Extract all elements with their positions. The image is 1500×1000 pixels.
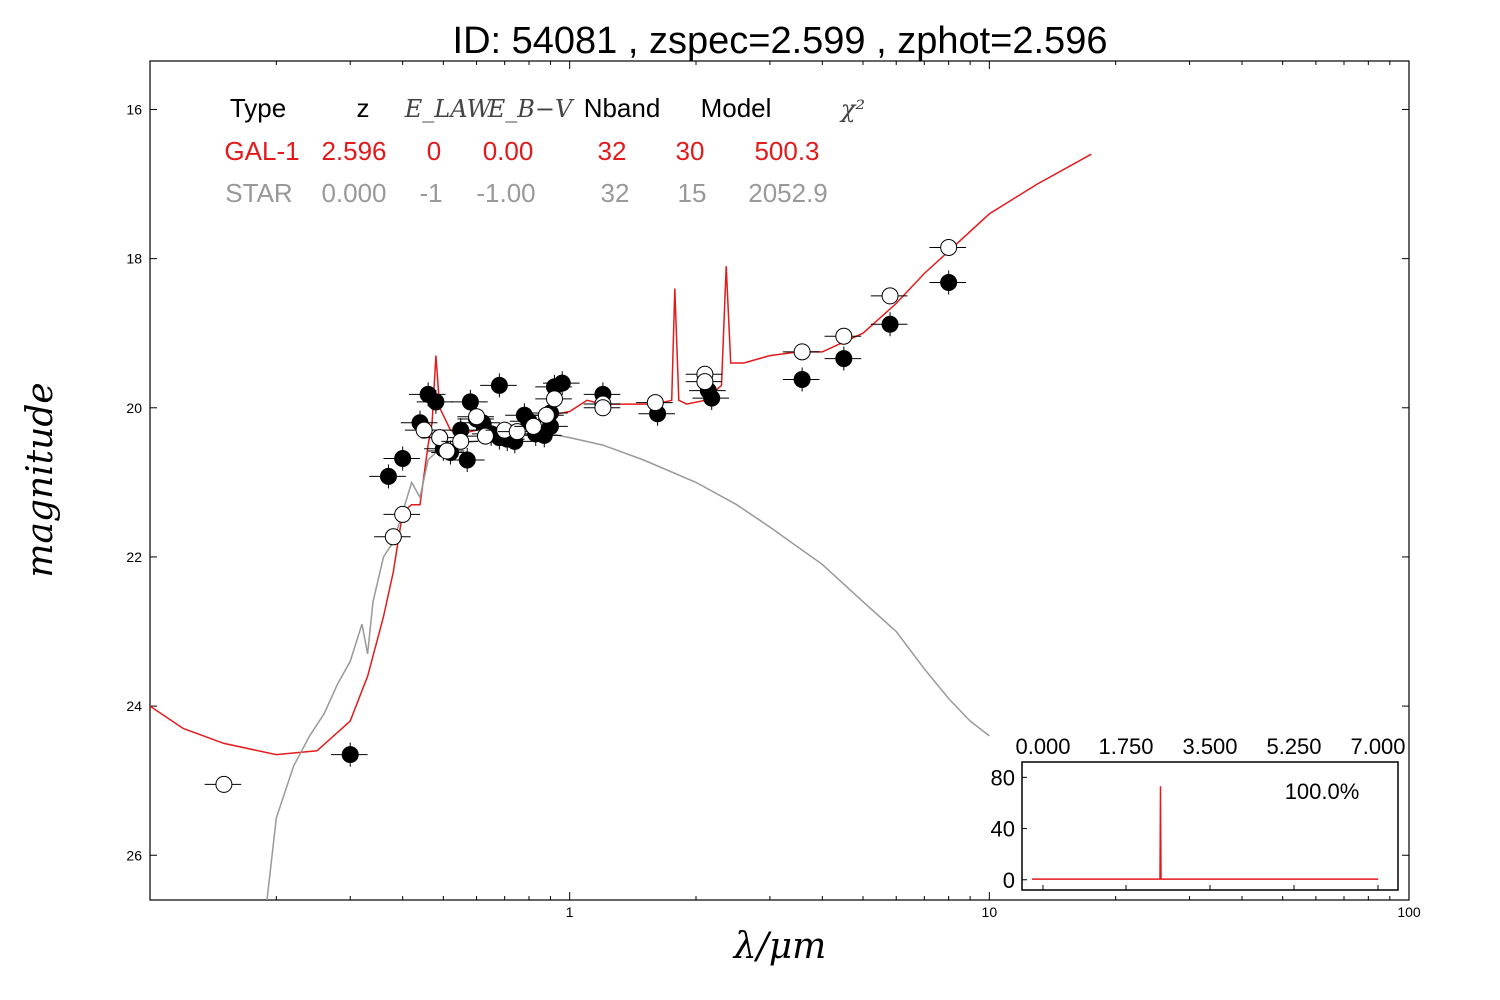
observed-point xyxy=(793,370,811,388)
plot-frame xyxy=(149,60,1410,901)
model-point xyxy=(696,373,714,391)
inset-x-tick-label: 5.250 xyxy=(1266,734,1321,759)
observed-point xyxy=(394,449,412,467)
star-type: STAR xyxy=(225,178,292,208)
y-tick-label: 24 xyxy=(126,698,142,714)
inset-y-tick-label: 80 xyxy=(991,765,1015,790)
header-type: Type xyxy=(230,93,286,123)
x-axis-label: λ/μm xyxy=(732,926,826,967)
x-tick-label: 100 xyxy=(1397,904,1421,920)
model-point xyxy=(545,390,563,408)
model-point xyxy=(835,327,853,345)
observed-point xyxy=(553,374,571,392)
model-point xyxy=(394,505,412,523)
model-point xyxy=(508,423,526,441)
pdz-line xyxy=(1031,786,1379,880)
observed-point xyxy=(940,273,958,291)
gal-z: 2.596 xyxy=(321,136,386,166)
header-elaw: E_LAW xyxy=(404,95,494,123)
x-tick-label: 1 xyxy=(566,904,574,920)
header-model: Model xyxy=(701,93,772,123)
star-model: 15 xyxy=(678,178,707,208)
observed-point xyxy=(379,467,397,485)
inset-x-tick-label: 7.000 xyxy=(1350,734,1405,759)
axis-ticks: 16 18 20 22 24 26 1 10 100 xyxy=(126,61,1421,920)
gal-chi2: 500.3 xyxy=(754,136,819,166)
x-tick-label: 10 xyxy=(982,904,998,920)
model-point xyxy=(881,287,899,305)
inset-ticks: 0.000 1.750 3.500 5.250 7.000 0 40 80 xyxy=(991,734,1406,893)
observed-point xyxy=(881,315,899,333)
model-point xyxy=(452,432,470,450)
pdz-inset: 0.000 1.750 3.500 5.250 7.000 0 40 80 100.0% xyxy=(991,734,1406,893)
star-elaw: -1 xyxy=(419,178,442,208)
observed-point xyxy=(703,389,721,407)
inset-x-tick-label: 3.500 xyxy=(1182,734,1237,759)
model-point xyxy=(537,406,555,424)
star-ebv: -1.00 xyxy=(476,178,535,208)
observed-point xyxy=(835,350,853,368)
header-nband: Nband xyxy=(584,93,661,123)
observed-point xyxy=(427,393,445,411)
model-point xyxy=(438,442,456,460)
model-point xyxy=(594,399,612,417)
y-axis-label: magnitude xyxy=(20,382,61,577)
model-point xyxy=(215,775,233,793)
y-tick-label: 26 xyxy=(126,847,142,863)
gal-elaw: 0 xyxy=(427,136,441,166)
model-point xyxy=(524,417,542,435)
observed-point xyxy=(490,376,508,394)
gal-model: 30 xyxy=(676,136,705,166)
y-tick-label: 16 xyxy=(126,101,142,117)
header-ebv: E_B−V xyxy=(487,95,575,123)
observed-point xyxy=(461,393,479,411)
inset-y-tick-label: 0 xyxy=(1003,868,1015,893)
header-chi2: χ² xyxy=(839,95,865,123)
y-tick-label: 18 xyxy=(126,251,142,267)
gal-nband: 32 xyxy=(598,136,627,166)
model-point xyxy=(384,528,402,546)
observed-point xyxy=(341,746,359,764)
chart-title: ID: 54081 , zspec=2.599 , zphot=2.596 xyxy=(453,20,1108,62)
observed-point xyxy=(458,451,476,469)
gal-type: GAL-1 xyxy=(224,136,299,166)
model-point xyxy=(415,421,433,439)
inset-x-tick-label: 1.750 xyxy=(1098,734,1153,759)
photometry-points xyxy=(204,238,967,793)
star-nband: 32 xyxy=(601,178,630,208)
star-z: 0.000 xyxy=(321,178,386,208)
inset-annotation: 100.0% xyxy=(1285,779,1360,804)
model-point xyxy=(476,427,494,445)
y-tick-label: 20 xyxy=(126,400,142,416)
inset-y-tick-label: 40 xyxy=(991,817,1015,842)
header-z: z xyxy=(357,93,370,123)
y-tick-label: 22 xyxy=(126,549,142,565)
inset-frame xyxy=(1021,761,1399,891)
fit-summary-table: Type z E_LAW E_B−V Nband Model χ² GAL-1 … xyxy=(224,93,865,208)
model-point xyxy=(468,408,486,426)
model-point xyxy=(793,343,811,361)
model-point xyxy=(940,238,958,256)
inset-x-tick-label: 0.000 xyxy=(1015,734,1070,759)
star-chi2: 2052.9 xyxy=(748,178,828,208)
model-point xyxy=(646,394,664,412)
gal-ebv: 0.00 xyxy=(483,136,534,166)
